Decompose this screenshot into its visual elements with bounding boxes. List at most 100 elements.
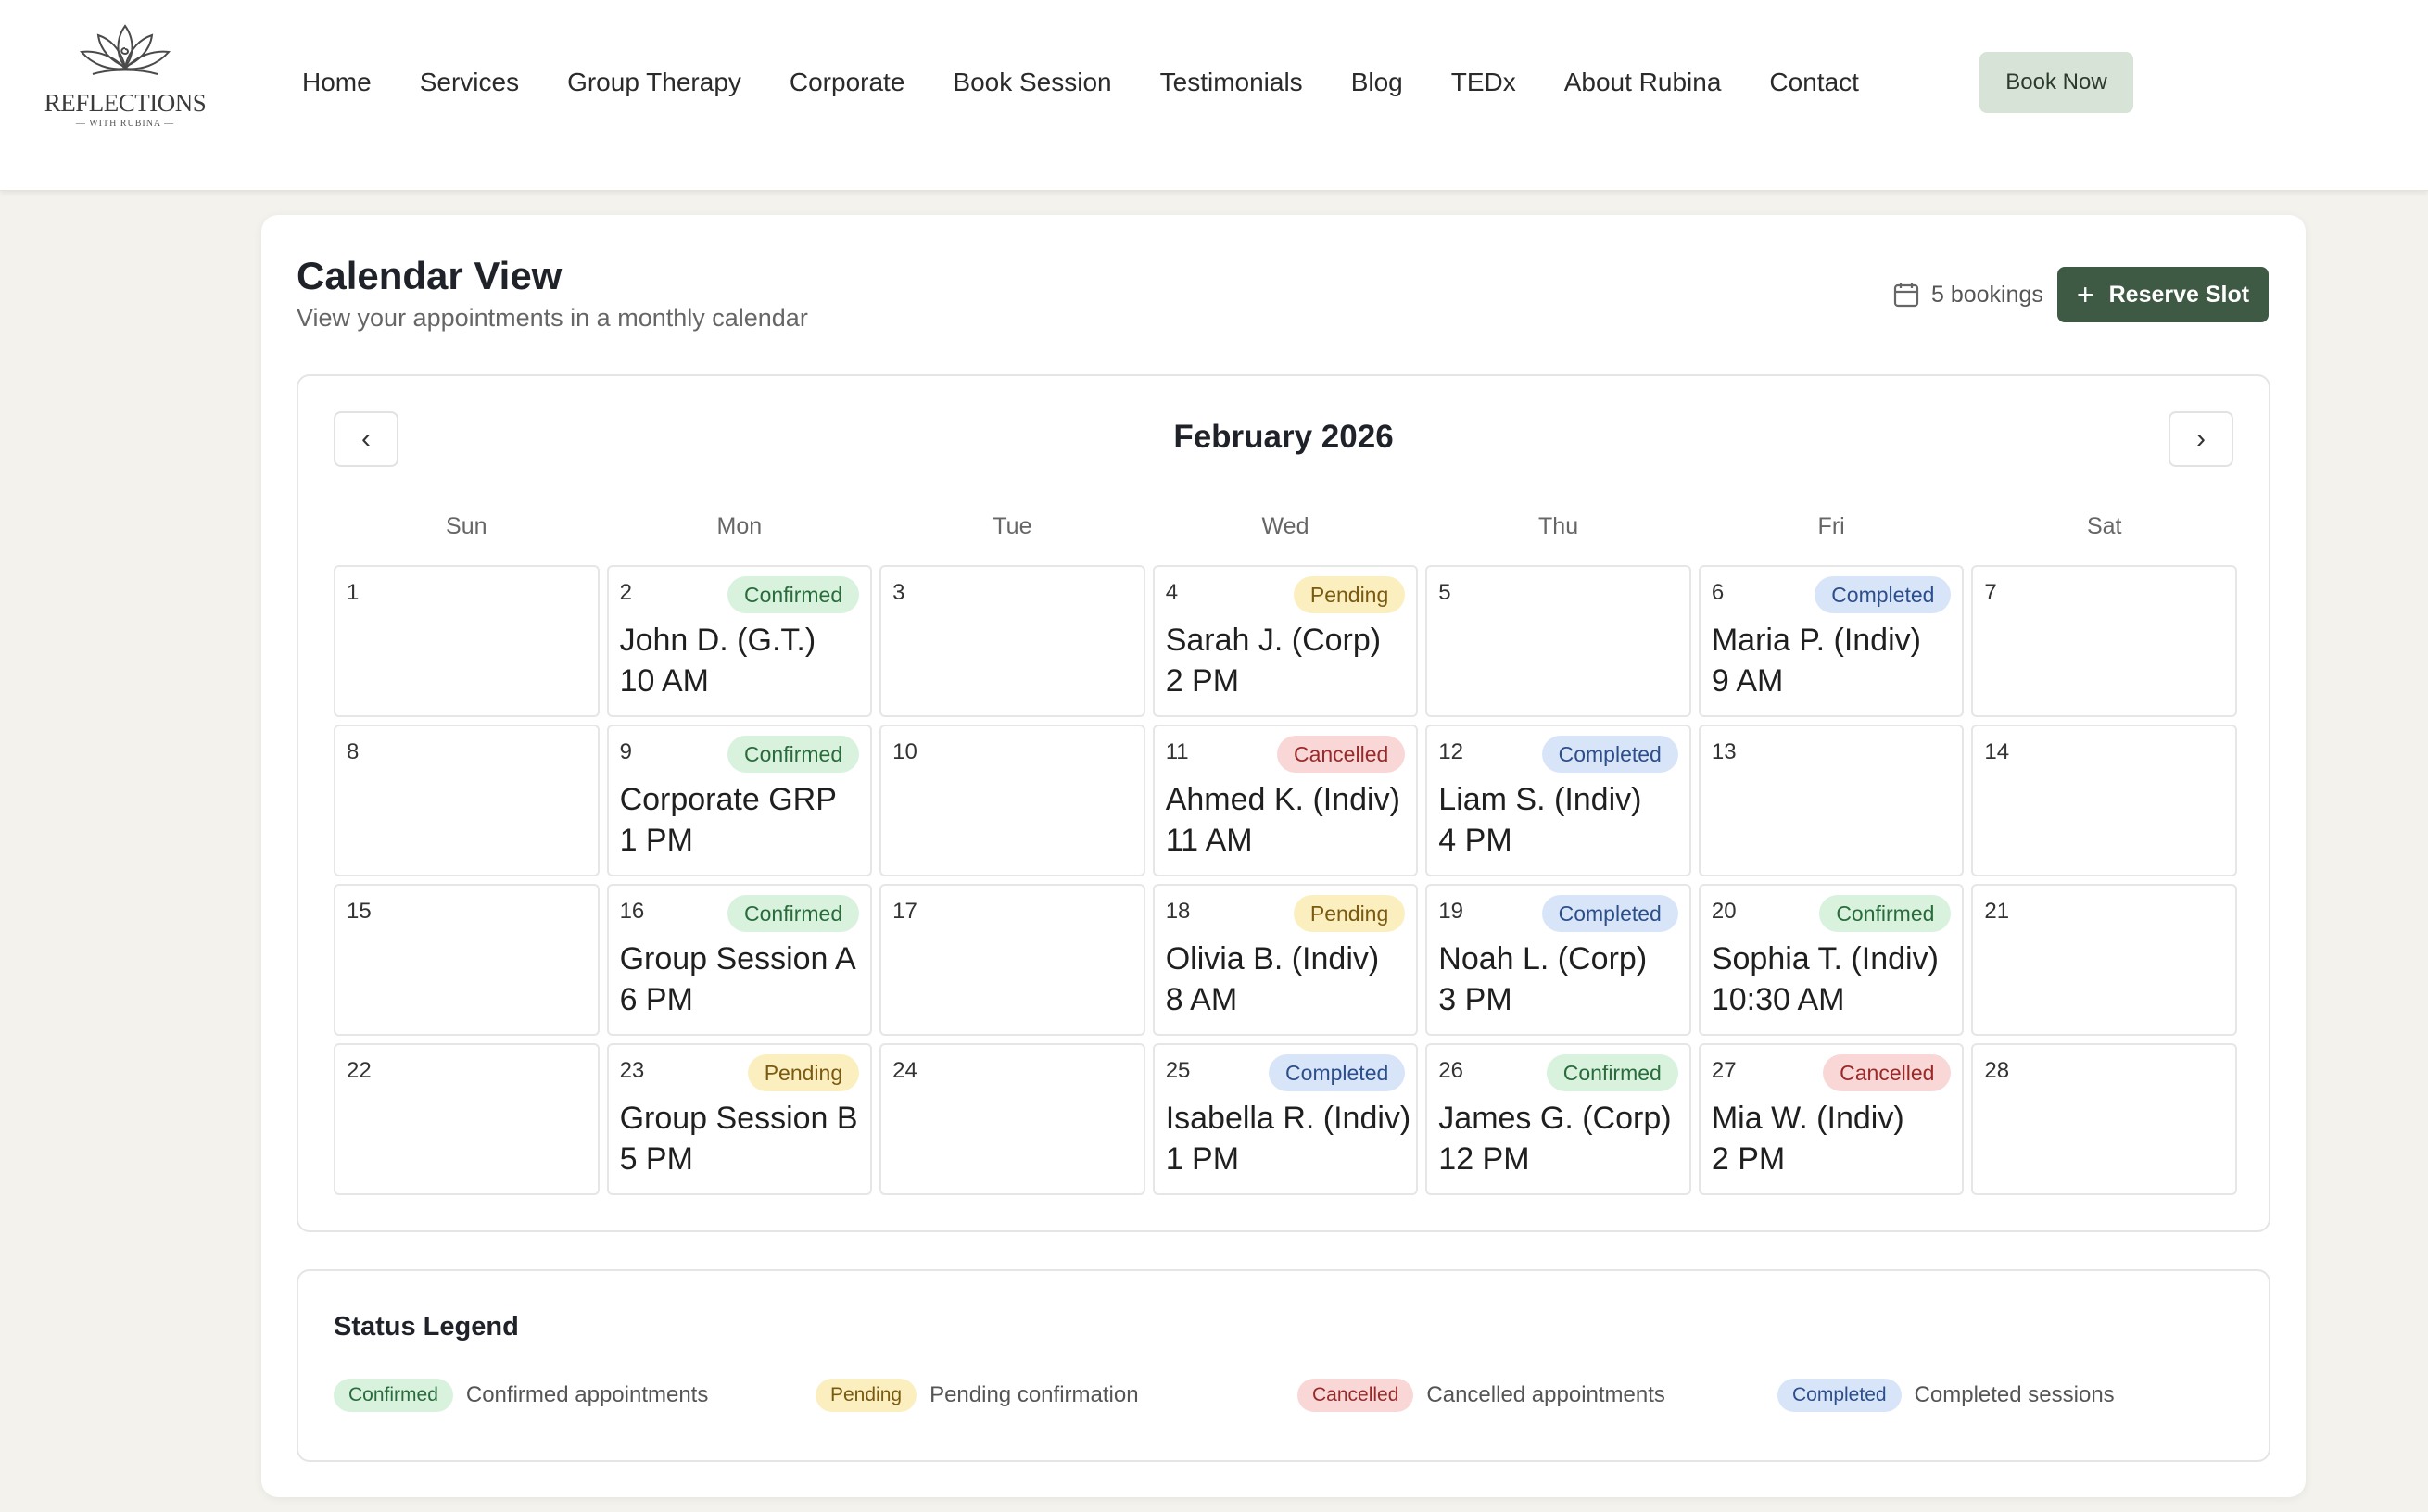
legend-item-cancelled: Cancelled Cancelled appointments	[1297, 1379, 1665, 1412]
page-subtitle: View your appointments in a monthly cale…	[297, 304, 808, 332]
status-badge: Confirmed	[727, 576, 860, 613]
appointment-title[interactable]: Isabella R. (Indiv)	[1165, 1101, 1411, 1136]
appointment-title[interactable]: Olivia B. (Indiv)	[1165, 941, 1380, 976]
legend-item-confirmed: Confirmed Confirmed appointments	[334, 1379, 708, 1412]
appointment-time: 6 PM	[619, 982, 693, 1017]
day-number: 6	[1711, 580, 1725, 605]
appointment-title[interactable]: Sarah J. (Corp)	[1165, 623, 1382, 658]
calendar-grid: 1 2 Confirmed John D. (G.T.) 10 AM 3 4 Pending S…	[334, 565, 2237, 1195]
status-badge: Confirmed	[727, 895, 860, 932]
calendar-day-cell[interactable]: 23 Pending Group Session B 5 PM	[606, 1043, 873, 1195]
calendar-icon	[1893, 283, 1919, 308]
nav-item-testimonials[interactable]: Testimonials	[1159, 68, 1303, 96]
calendar-day-cell[interactable]: 21	[1971, 884, 2237, 1036]
calendar-day-cell[interactable]: 26 Confirmed James G. (Corp) 12 PM	[1425, 1043, 1691, 1195]
status-badge: Completed	[1269, 1054, 1406, 1091]
appointment-title[interactable]: Corporate GRP	[619, 782, 837, 817]
brand-logo[interactable]: REFLECTIONS — WITH RUBINA —	[37, 20, 213, 141]
calendar-day-cell[interactable]: 5	[1425, 565, 1691, 717]
day-number: 2	[619, 580, 632, 605]
day-number: 25	[1165, 1058, 1191, 1083]
status-legend: Status Legend Confirmed Confirmed appoint…	[297, 1269, 2270, 1462]
calendar-day-cell[interactable]: 12 Completed Liam S. (Indiv) 4 PM	[1425, 724, 1691, 876]
appointment-time: 2 PM	[1165, 663, 1240, 699]
day-number: 1	[347, 580, 360, 605]
calendar-day-cell[interactable]: 19 Completed Noah L. (Corp) 3 PM	[1425, 884, 1691, 1036]
day-number: 16	[619, 899, 645, 924]
status-badge: Pending	[747, 1054, 860, 1091]
calendar-day-cell[interactable]: 1	[334, 565, 600, 717]
calendar-day-cell[interactable]: 9 Confirmed Corporate GRP 1 PM	[606, 724, 873, 876]
appointment-title[interactable]: Group Session A	[619, 941, 856, 976]
day-number: 9	[619, 739, 632, 764]
calendar-day-cell[interactable]: 22	[334, 1043, 600, 1195]
calendar-panel: ‹ February 2026 › Sun Mon Tue Wed Thu Fri Sat …	[297, 374, 2270, 1232]
calendar-day-cell[interactable]: 8	[334, 724, 600, 876]
calendar-day-cell[interactable]: 17	[879, 884, 1145, 1036]
nav-item-tedx[interactable]: TEDx	[1450, 68, 1516, 96]
day-number: 8	[347, 739, 360, 764]
status-badge: Cancelled	[1276, 736, 1406, 773]
calendar-day-cell[interactable]: 18 Pending Olivia B. (Indiv) 8 AM	[1152, 884, 1419, 1036]
next-month-button[interactable]: ›	[2169, 411, 2233, 467]
calendar-day-cell[interactable]: 10	[879, 724, 1145, 876]
nav-item-services[interactable]: Services	[419, 68, 520, 96]
calendar-day-cell[interactable]: 20 Confirmed Sophia T. (Indiv) 10:30 AM	[1698, 884, 1965, 1036]
appointment-title[interactable]: John D. (G.T.)	[619, 623, 816, 658]
appointment-title[interactable]: Liam S. (Indiv)	[1438, 782, 1642, 817]
calendar-day-cell[interactable]: 14	[1971, 724, 2237, 876]
prev-month-button[interactable]: ‹	[334, 411, 398, 467]
appointment-time: 4 PM	[1438, 823, 1512, 858]
day-number: 19	[1438, 899, 1463, 924]
day-number: 22	[347, 1058, 372, 1083]
legend-row: Confirmed Confirmed appointments Pending Pe…	[334, 1379, 2243, 1416]
weekday-thu: Thu	[1538, 513, 1579, 539]
page-title: Calendar View	[297, 254, 563, 297]
nav-item-corporate[interactable]: Corporate	[789, 68, 905, 96]
lotus-icon	[80, 24, 171, 75]
chevron-right-icon: ›	[2196, 423, 2206, 454]
nav-item-contact[interactable]: Contact	[1769, 68, 1859, 96]
appointment-title[interactable]: Ahmed K. (Indiv)	[1165, 782, 1400, 817]
status-badge: Confirmed	[727, 736, 860, 773]
nav-item-home[interactable]: Home	[302, 68, 372, 96]
calendar-day-cell[interactable]: 2 Confirmed John D. (G.T.) 10 AM	[606, 565, 873, 717]
bookings-count-label: 5 bookings	[1931, 281, 2043, 308]
calendar-day-cell[interactable]: 4 Pending Sarah J. (Corp) 2 PM	[1152, 565, 1419, 717]
bookings-count: 5 bookings	[1892, 278, 2043, 311]
appointment-time: 8 AM	[1165, 982, 1238, 1017]
calendar-day-cell[interactable]: 25 Completed Isabella R. (Indiv) 1 PM	[1152, 1043, 1419, 1195]
nav-item-group-therapy[interactable]: Group Therapy	[567, 68, 741, 96]
reserve-slot-button[interactable]: + Reserve Slot	[2057, 267, 2269, 322]
appointment-time: 2 PM	[1711, 1141, 1786, 1177]
weekday-sat: Sat	[2086, 513, 2122, 539]
nav-item-about-rubina[interactable]: About Rubina	[1563, 68, 1722, 96]
calendar-day-cell[interactable]: 27 Cancelled Mia W. (Indiv) 2 PM	[1698, 1043, 1965, 1195]
day-number: 27	[1711, 1058, 1737, 1083]
book-now-button[interactable]: Book Now	[1979, 52, 2133, 113]
calendar-day-cell[interactable]: 3	[879, 565, 1145, 717]
calendar-day-cell[interactable]: 15	[334, 884, 600, 1036]
calendar-day-cell[interactable]: 13	[1698, 724, 1965, 876]
calendar-day-cell[interactable]: 28	[1971, 1043, 2237, 1195]
day-number: 12	[1438, 739, 1463, 764]
appointment-title[interactable]: Sophia T. (Indiv)	[1711, 941, 1939, 976]
calendar-day-cell[interactable]: 24	[879, 1043, 1145, 1195]
calendar-day-cell[interactable]: 6 Completed Maria P. (Indiv) 9 AM	[1698, 565, 1965, 717]
appointment-title[interactable]: Group Session B	[619, 1101, 858, 1136]
calendar-day-cell[interactable]: 16 Confirmed Group Session A 6 PM	[606, 884, 873, 1036]
calendar-day-cell[interactable]: 7	[1971, 565, 2237, 717]
legend-badge: Cancelled	[1297, 1379, 1414, 1412]
appointment-title[interactable]: James G. (Corp)	[1438, 1101, 1672, 1136]
weekday-tue: Tue	[993, 513, 1032, 539]
calendar-day-cell[interactable]: 11 Cancelled Ahmed K. (Indiv) 11 AM	[1152, 724, 1419, 876]
appointment-title[interactable]: Maria P. (Indiv)	[1711, 623, 1921, 658]
appointment-title[interactable]: Noah L. (Corp)	[1438, 941, 1648, 976]
nav-item-blog[interactable]: Blog	[1350, 68, 1403, 96]
status-badge: Confirmed	[1546, 1054, 1678, 1091]
legend-description: Cancelled appointments	[1426, 1382, 1665, 1407]
site-header: REFLECTIONS — WITH RUBINA — Home Service…	[0, 0, 2428, 191]
appointment-title[interactable]: Mia W. (Indiv)	[1711, 1101, 1904, 1136]
reserve-slot-label: Reserve Slot	[2108, 281, 2250, 308]
nav-item-book-session[interactable]: Book Session	[953, 68, 1112, 96]
